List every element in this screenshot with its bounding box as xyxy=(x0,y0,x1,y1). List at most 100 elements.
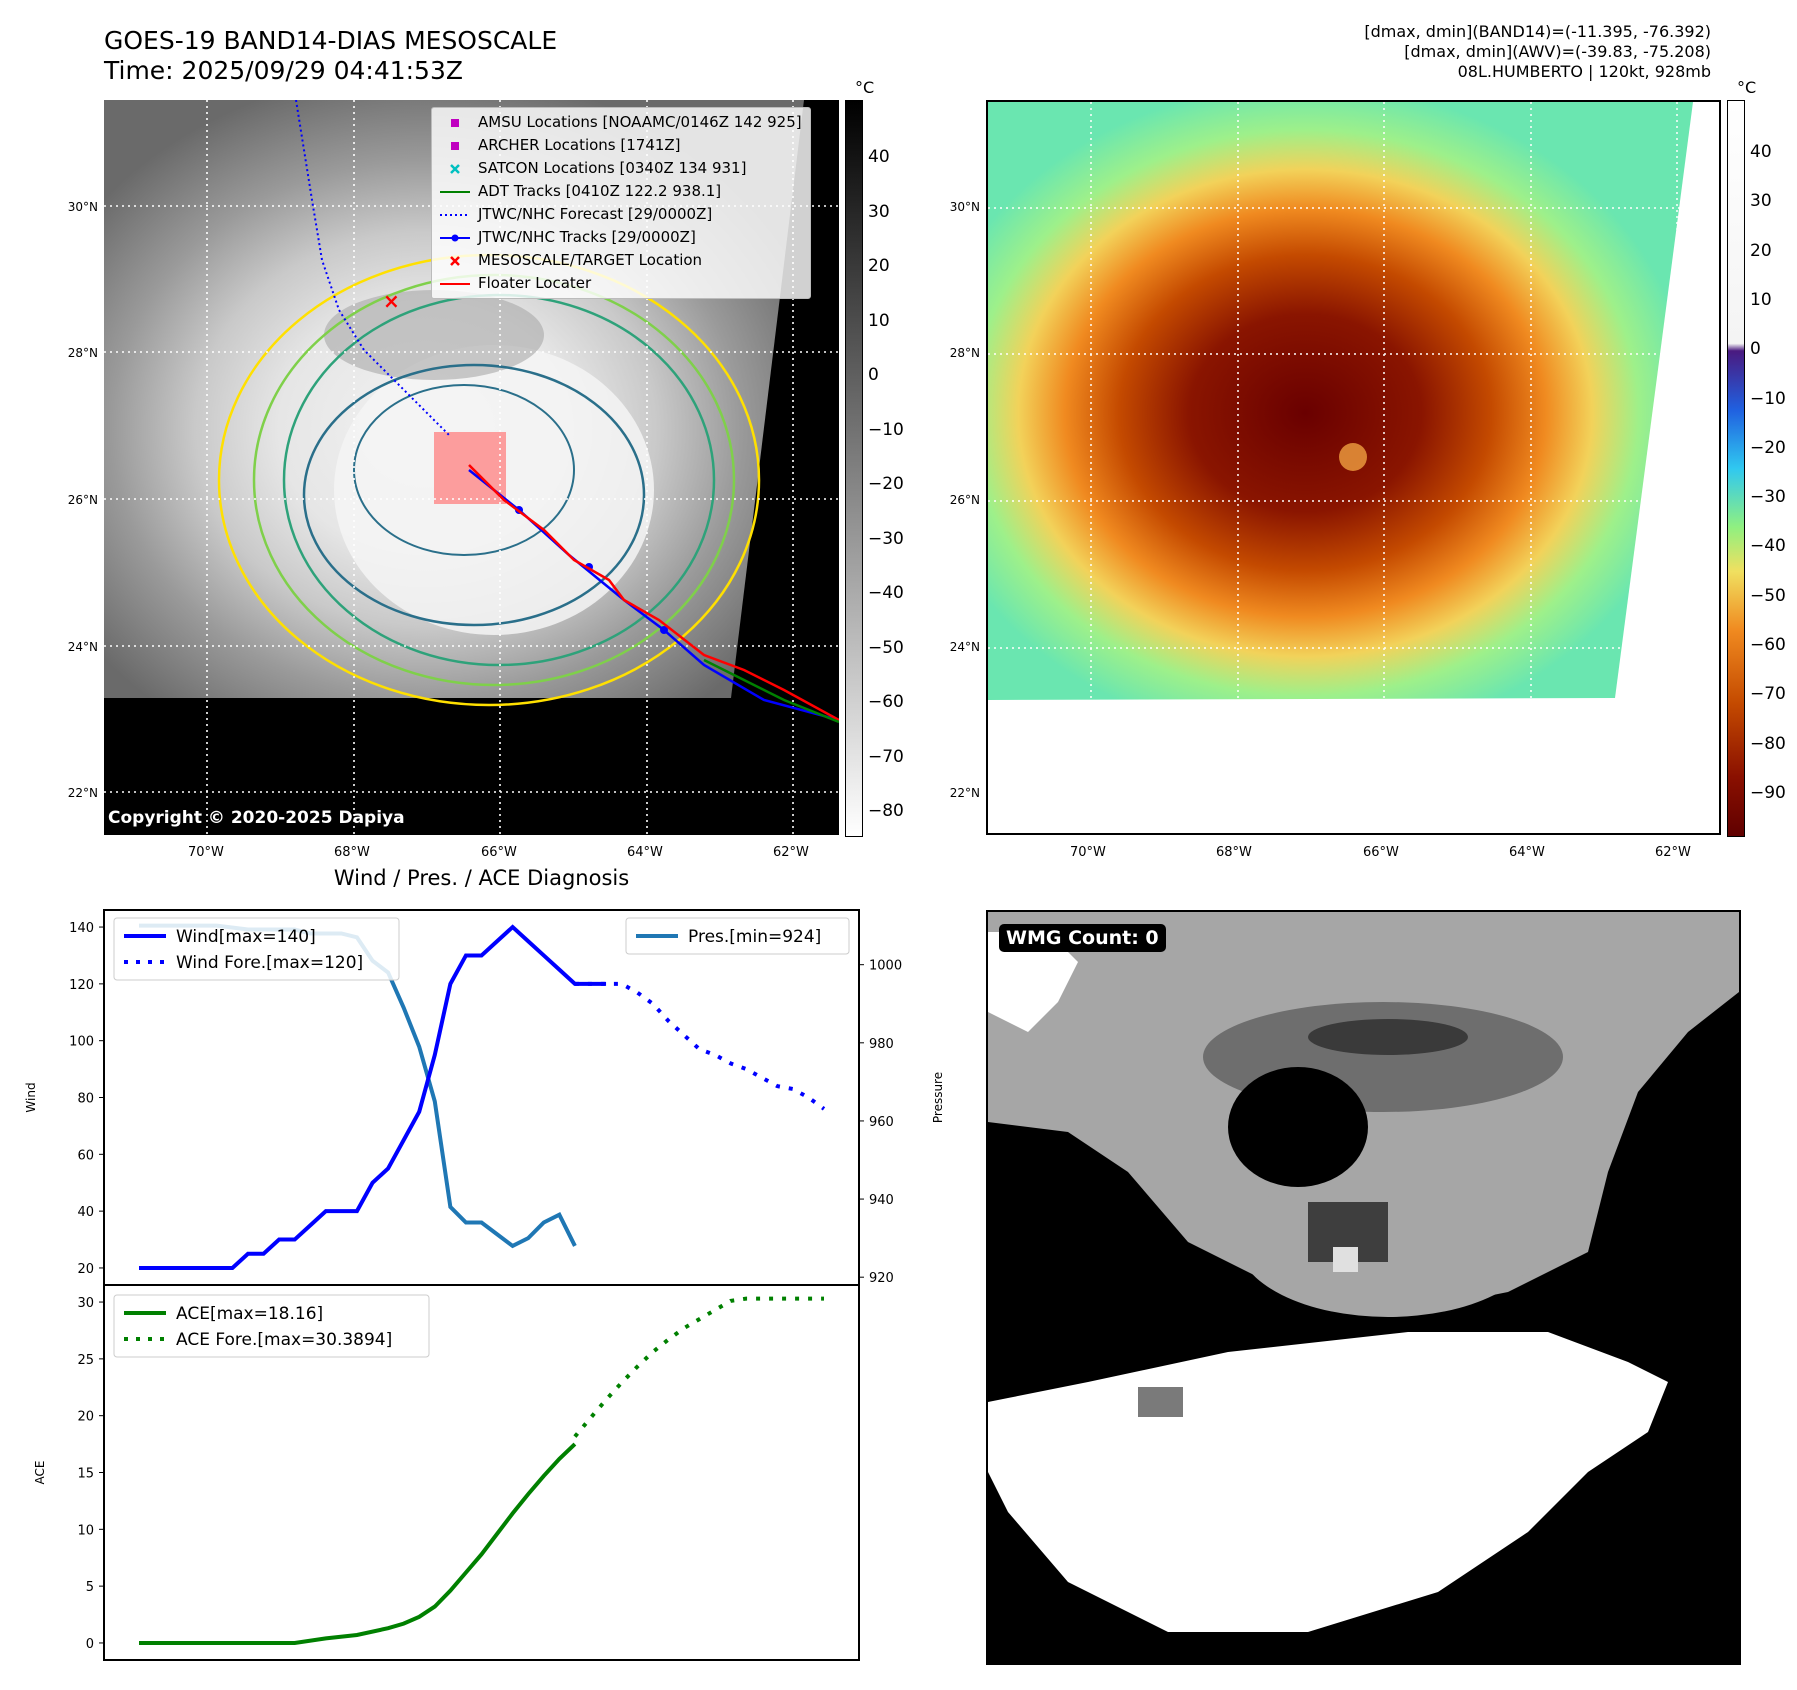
lon-label: 68°W xyxy=(334,845,370,860)
legend-symbol-icon xyxy=(440,207,470,223)
gray-colorbar-unit: °C xyxy=(855,78,875,97)
colorbar-tick-label: 40 xyxy=(1750,142,1772,162)
map-legend-label: AMSU Locations [NOAAMC/0146Z 142 925] xyxy=(478,113,802,131)
colorbar-tick-label: −60 xyxy=(1750,635,1786,655)
colorbar-tick-label: −10 xyxy=(1750,388,1786,409)
colorbar-tick-label: 0 xyxy=(1750,339,1761,360)
colorbar-tick-label: 10 xyxy=(868,310,890,331)
gray-colorbar xyxy=(845,100,863,837)
colorbar-tick-label: 20 xyxy=(1750,240,1772,261)
colorbar-tick-label: −90 xyxy=(1750,782,1786,803)
info-line-1: [dmax, dmin](BAND14)=(-11.395, -76.392) xyxy=(1364,22,1711,41)
lat-labels-left: 30°N 28°N 26°N 24°N 22°N xyxy=(58,100,98,835)
title-line-1: GOES-19 BAND14-DIAS MESOSCALE xyxy=(104,26,558,55)
wmg-panel: WMG Count: 0 xyxy=(986,910,1741,1665)
wind-series-line xyxy=(139,924,607,1270)
map-legend-item: JTWC/NHC Forecast [29/0000Z] xyxy=(440,203,802,226)
colorbar-tick-label: 30 xyxy=(868,201,890,222)
wind-ytick-label: 120 xyxy=(69,978,94,993)
ace-series-line xyxy=(139,1442,577,1645)
lat-label: 24°N xyxy=(67,640,98,654)
storm-info: [dmax, dmin](BAND14)=(-11.395, -76.392) … xyxy=(1364,22,1711,82)
colorbar-tick-label: −40 xyxy=(1750,536,1786,557)
figure-title: GOES-19 BAND14-DIAS MESOSCALE Time: 2025… xyxy=(104,26,557,86)
legend-symbol-icon xyxy=(440,276,470,292)
lon-label: 66°W xyxy=(1363,845,1399,860)
chart-legend-label: Wind[max=140] xyxy=(176,927,316,947)
floater-track xyxy=(468,464,839,722)
ace-ytick-label: 15 xyxy=(77,1467,94,1482)
legend-symbol-icon xyxy=(440,161,470,177)
wind-axis-label: Wind xyxy=(24,1082,38,1112)
colorbar-tick-label: −80 xyxy=(868,801,904,821)
map-legend-label: ADT Tracks [0410Z 122.2 938.1] xyxy=(478,182,722,200)
colorbar-tick-label: 40 xyxy=(868,147,890,167)
map-legend: AMSU Locations [NOAAMC/0146Z 142 925] ARC… xyxy=(431,107,811,299)
pressure-ytick-label: 920 xyxy=(869,1271,894,1286)
lat-label: 22°N xyxy=(67,786,98,800)
wind-ytick-label: 40 xyxy=(77,1205,94,1220)
wind-ytick-label: 60 xyxy=(77,1148,94,1163)
color-colorbar xyxy=(1727,100,1745,837)
lon-label: 70°W xyxy=(1070,845,1106,860)
forecast-track xyxy=(295,100,450,436)
wind-ytick-label: 80 xyxy=(77,1092,94,1107)
lon-label: 70°W xyxy=(188,845,224,860)
color-swath xyxy=(988,102,1693,700)
colorbar-tick-label: 30 xyxy=(1750,191,1772,212)
copyright: Copyright © 2020-2025 Dapiya xyxy=(108,808,405,828)
ir-color-map-panel xyxy=(986,100,1721,835)
legend-symbol-icon xyxy=(440,115,470,131)
wind-ytick-label: 20 xyxy=(77,1262,94,1277)
chart-legend-box xyxy=(113,917,400,981)
colorbar-tick-label: −60 xyxy=(868,692,904,712)
lat-label: 22°N xyxy=(949,786,980,800)
color-map-gridlines xyxy=(988,102,1719,833)
ir-gray-map-panel: × AMSU Locations [NOAAMC/0146Z 142 925] A… xyxy=(104,100,839,835)
lon-label: 62°W xyxy=(773,845,809,860)
legend-symbol-icon xyxy=(440,138,470,154)
lon-label: 68°W xyxy=(1216,845,1252,860)
wmg-image xyxy=(988,912,1739,1663)
map-legend-item: Floater Locater xyxy=(440,272,802,295)
target-marker: × xyxy=(383,289,400,313)
pressure-ytick-label: 980 xyxy=(869,1037,894,1052)
map-legend-item: AMSU Locations [NOAAMC/0146Z 142 925] xyxy=(440,111,802,134)
colorbar-tick-label: −10 xyxy=(868,419,904,440)
lon-label: 62°W xyxy=(1655,845,1691,860)
chart-legend-label: Wind Fore.[max=120] xyxy=(176,953,363,973)
lat-label: 26°N xyxy=(949,493,980,507)
wind-ytick-label: 100 xyxy=(69,1035,94,1050)
lon-labels-right: 70°W 68°W 66°W 64°W 62°W xyxy=(986,845,1721,865)
chart-legend-label: ACE Fore.[max=30.3894] xyxy=(176,1330,392,1350)
color-colorbar-ticks: 40 30 20 10 0 −10 −20 −30 −40 −50 −60 −70 −80 −90 xyxy=(1750,100,1795,835)
legend-symbol-icon xyxy=(440,253,470,269)
ace-ytick-label: 20 xyxy=(77,1410,94,1425)
wind-forecast-series-line xyxy=(574,981,826,1111)
lat-label: 28°N xyxy=(949,346,980,360)
map-legend-item: JTWC/NHC Tracks [29/0000Z] xyxy=(440,226,802,249)
ace-ytick-label: 5 xyxy=(86,1580,94,1595)
pressure-ytick-label: 960 xyxy=(869,1115,894,1130)
pressure-ytick-label: 1000 xyxy=(869,959,902,974)
lon-label: 66°W xyxy=(481,845,517,860)
legend-symbol-icon xyxy=(440,184,470,200)
ace-axis-label: ACE xyxy=(33,1461,47,1485)
lon-label: 64°W xyxy=(627,845,663,860)
lat-label: 26°N xyxy=(67,493,98,507)
colorbar-tick-label: −20 xyxy=(868,474,904,494)
colorbar-tick-label: 20 xyxy=(868,256,890,276)
colorbar-tick-label: −70 xyxy=(1750,684,1786,705)
map-legend-label: Floater Locater xyxy=(478,274,592,292)
colorbar-tick-label: 0 xyxy=(868,365,879,385)
title-line-2: Time: 2025/09/29 04:41:53Z xyxy=(104,56,463,85)
colorbar-tick-label: 10 xyxy=(1750,289,1772,310)
gray-colorbar-ticks: 40 30 20 10 0 −10 −20 −30 −40 −50 −60 −70 −80 xyxy=(868,100,918,835)
pressure-axis-label: Pressure xyxy=(931,1072,945,1123)
map-legend-item: SATCON Locations [0340Z 134 931] xyxy=(440,157,802,180)
chart-legend-box xyxy=(113,1294,430,1358)
lat-labels-right: 30°N 28°N 26°N 24°N 22°N xyxy=(940,100,980,835)
ir-color-map xyxy=(988,102,1719,833)
colorbar-tick-label: −20 xyxy=(1750,437,1786,458)
info-line-3: 08L.HUMBERTO | 120kt, 928mb xyxy=(1457,62,1711,81)
